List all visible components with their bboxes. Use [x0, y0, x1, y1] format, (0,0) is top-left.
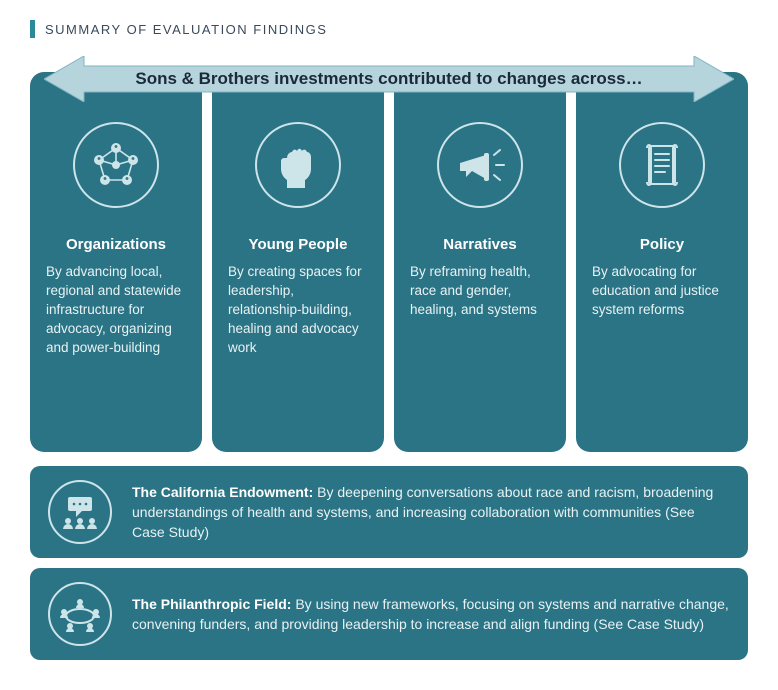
card-desc: By creating spaces for leadership, relat…	[228, 263, 368, 357]
card-desc: By reframing health, race and gender, he…	[410, 263, 550, 320]
banner-text: Sons & Brothers investments contributed …	[135, 69, 642, 89]
header-accent-bar	[30, 20, 35, 38]
header: SUMMARY OF EVALUATION FINDINGS	[30, 20, 748, 38]
card-title: Young People	[249, 236, 348, 253]
row-california: The California Endowment: By deepening c…	[30, 466, 748, 558]
roundtable-icon	[48, 582, 112, 646]
header-title: SUMMARY OF EVALUATION FINDINGS	[45, 22, 327, 37]
row-bold: The California Endowment:	[132, 484, 313, 500]
row-bold: The Philanthropic Field:	[132, 596, 291, 612]
card-desc: By advancing local, regional and statewi…	[46, 263, 186, 357]
card-policy: Policy By advocating for education and j…	[576, 72, 748, 452]
row-philanthropic: The Philanthropic Field: By using new fr…	[30, 568, 748, 660]
megaphone-icon	[437, 122, 523, 208]
card-organizations: Organizations By advancing local, region…	[30, 72, 202, 452]
card-title: Narratives	[443, 236, 516, 253]
card-title: Organizations	[66, 236, 166, 253]
banner-arrow: Sons & Brothers investments contributed …	[30, 56, 748, 102]
card-narratives: Narratives By reframing health, race and…	[394, 72, 566, 452]
card-desc: By advocating for education and justice …	[592, 263, 732, 320]
scroll-icon	[619, 122, 705, 208]
card-young-people: Young People By creating spaces for lead…	[212, 72, 384, 452]
card-title: Policy	[640, 236, 684, 253]
row-text: The California Endowment: By deepening c…	[132, 482, 730, 543]
cards-row: Organizations By advancing local, region…	[30, 72, 748, 452]
forum-icon	[48, 480, 112, 544]
network-icon	[73, 122, 159, 208]
fist-icon	[255, 122, 341, 208]
row-text: The Philanthropic Field: By using new fr…	[132, 594, 730, 635]
